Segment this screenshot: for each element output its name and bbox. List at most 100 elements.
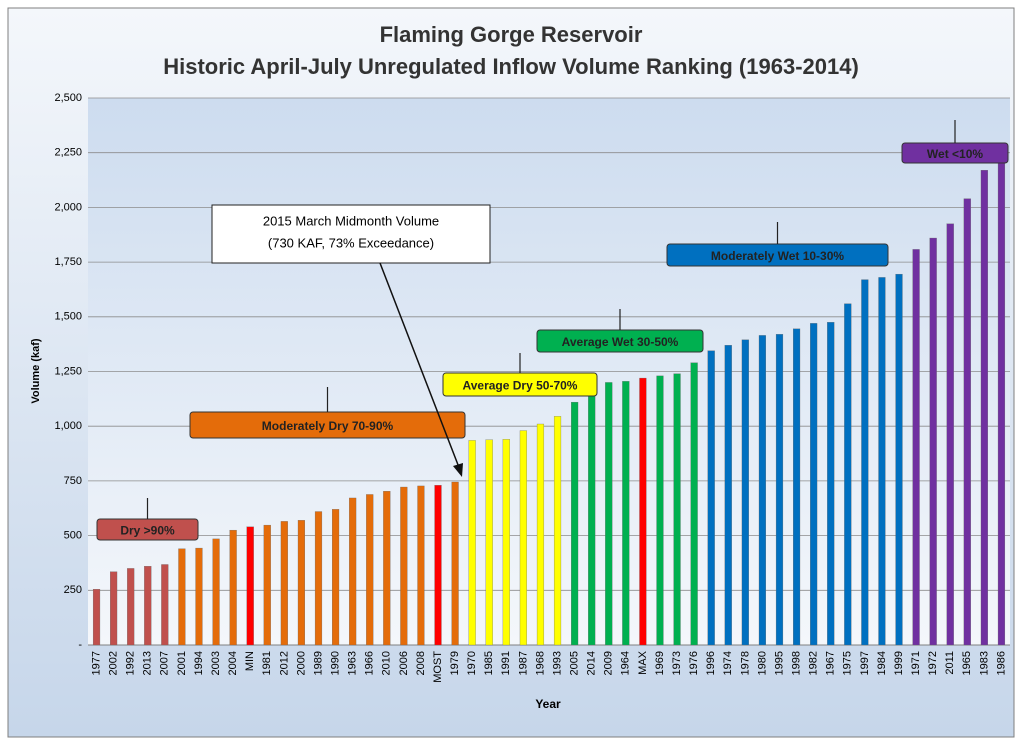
y-tick-label: 1,500: [54, 311, 82, 323]
x-tick-label: 2003: [210, 651, 222, 675]
x-tick-label: 1984: [876, 651, 888, 675]
x-tick-label: 1973: [671, 651, 683, 675]
bar: [400, 486, 408, 646]
bar: [895, 273, 903, 646]
x-tick-label: 2009: [603, 651, 615, 675]
bar: [502, 439, 510, 646]
x-tick-label: 1996: [705, 651, 717, 675]
callout-text: 2015 March Midmonth Volume: [263, 213, 439, 228]
y-axis-title: Volume (kaf): [30, 338, 42, 404]
x-tick-label: 2004: [227, 651, 239, 675]
bar: [366, 494, 374, 646]
x-tick-label: 1993: [551, 651, 563, 675]
bar: [724, 345, 732, 646]
bar: [280, 521, 288, 646]
x-tick-label: 1979: [449, 651, 461, 675]
bar: [297, 520, 305, 646]
bar: [707, 350, 715, 646]
bar: [844, 303, 852, 646]
x-tick-label: 1965: [961, 651, 973, 675]
callout-arrowhead: [453, 463, 463, 477]
x-tick-label: 2008: [415, 651, 427, 675]
x-tick-label: 2007: [159, 651, 171, 675]
y-tick-label: 1,250: [54, 365, 82, 377]
bar: [605, 382, 613, 646]
bar: [571, 401, 579, 646]
x-tick-label: 1969: [654, 651, 666, 675]
x-tick-label: 2011: [944, 651, 956, 675]
bar: [110, 571, 118, 646]
bar: [656, 375, 664, 646]
x-tick-label: 1976: [688, 651, 700, 675]
group-label: Wet <10%: [927, 147, 983, 161]
bar: [195, 547, 203, 646]
bar: [485, 439, 493, 646]
y-tick-label: -: [78, 639, 82, 651]
x-tick-label: 2014: [586, 651, 598, 675]
x-tick-label: 1975: [842, 651, 854, 675]
x-tick-label: 1992: [125, 651, 137, 675]
bar: [793, 328, 801, 646]
bar: [417, 485, 425, 646]
y-tick-label: 750: [64, 475, 82, 487]
x-tick-label: 1980: [756, 651, 768, 675]
x-tick-label: 1963: [347, 651, 359, 675]
group-label: Moderately Dry 70-90%: [262, 419, 394, 433]
x-tick-label: 1983: [978, 651, 990, 675]
x-tick-label: 1998: [790, 651, 802, 675]
x-tick-label: 1994: [193, 651, 205, 675]
bar: [878, 277, 886, 646]
bar: [246, 526, 254, 646]
bar: [639, 377, 647, 646]
x-tick-label: 1986: [995, 651, 1007, 675]
bar: [144, 566, 152, 646]
x-tick-label: 1999: [893, 651, 905, 675]
bar: [588, 391, 596, 646]
group-label: Average Dry 50-70%: [463, 379, 578, 393]
bar: [263, 524, 271, 646]
bar: [161, 564, 169, 646]
bar: [332, 509, 340, 646]
x-tick-label: 1964: [620, 651, 632, 675]
bar: [349, 497, 357, 646]
y-tick-label: 500: [64, 530, 82, 542]
x-tick-label: 2001: [176, 651, 188, 675]
x-tick-label: 2006: [398, 651, 410, 675]
y-tick-label: 1,750: [54, 256, 82, 268]
x-tick-label: 1967: [825, 651, 837, 675]
x-tick-label: 1981: [261, 651, 273, 675]
x-tick-label: 1982: [808, 651, 820, 675]
x-tick-label: 1995: [773, 651, 785, 675]
y-tick-label: 1,000: [54, 420, 82, 432]
x-tick-label: 1970: [466, 651, 478, 675]
x-tick-label: 2012: [278, 651, 290, 675]
bar: [434, 485, 442, 646]
bar: [946, 223, 954, 646]
y-tick-label: 250: [64, 584, 82, 596]
x-tick-label: MIN: [244, 651, 256, 671]
x-tick-label: 1966: [364, 651, 376, 675]
x-axis-title: Year: [535, 697, 561, 711]
bar: [980, 170, 988, 646]
bar: [861, 279, 869, 646]
bar: [536, 423, 545, 646]
chart-subtitle: Historic April-July Unregulated Inflow V…: [163, 54, 859, 79]
x-tick-label: 1987: [517, 651, 529, 675]
bar: [997, 160, 1006, 646]
x-tick-label: 1968: [534, 651, 546, 675]
bar: [212, 538, 220, 646]
callout-arrow: [379, 262, 461, 471]
x-tick-label: 1991: [500, 651, 512, 675]
x-tick-label: 1997: [859, 651, 871, 675]
group-label: Average Wet 30-50%: [562, 335, 679, 349]
y-tick-label: 2,500: [54, 92, 82, 104]
bar: [963, 198, 971, 646]
x-tick-label: 2002: [108, 651, 120, 675]
callout-text: (730 KAF, 73% Exceedance): [268, 235, 434, 250]
x-tick-label: 1978: [739, 651, 751, 675]
bar: [451, 481, 459, 646]
bar: [912, 249, 920, 646]
bar: [314, 511, 323, 646]
x-tick-label: 1971: [910, 651, 922, 675]
